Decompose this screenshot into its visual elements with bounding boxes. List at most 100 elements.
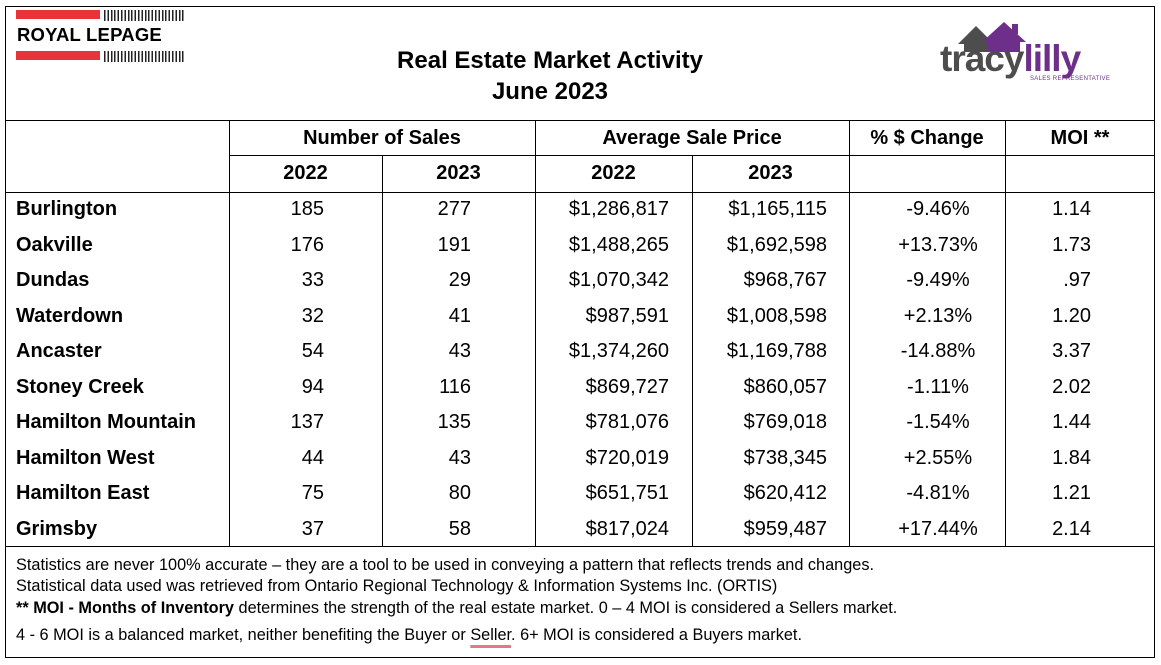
- sales-2023-value: 43: [448, 447, 471, 469]
- report-period: June 2023: [491, 78, 609, 105]
- price-2023-value: $959,487: [743, 518, 827, 540]
- price-2023-value: $968,767: [743, 269, 827, 291]
- header-moi: MOI **: [1050, 127, 1110, 149]
- logo-barcode-bottom: [104, 51, 184, 62]
- moi-value: 1.44: [1052, 411, 1091, 433]
- header-price-year-2022: 2022: [591, 162, 636, 184]
- moi-value: 1.20: [1052, 305, 1091, 327]
- header-percent-change: % $ Change: [870, 127, 984, 149]
- footer-note-accuracy: Statistics are never 100% accurate – the…: [16, 556, 874, 574]
- grid-line: [382, 155, 383, 546]
- sales-2022-value: 176: [290, 234, 324, 256]
- price-2022-value: $651,751: [585, 482, 669, 504]
- sales-2022-value: 137: [290, 411, 324, 433]
- moi-value: 1.84: [1052, 447, 1091, 469]
- moi-value: 1.21: [1052, 482, 1091, 504]
- grid-line: [692, 155, 693, 546]
- grid-line: [535, 120, 536, 546]
- logo-barcode-top: [104, 10, 184, 21]
- moi-value: 1.14: [1052, 198, 1091, 220]
- price-2022-value: $817,024: [585, 518, 669, 540]
- balanced-text-seller: Seller: [470, 626, 512, 644]
- report-sheet: [5, 6, 1155, 658]
- percent-change-value: +2.55%: [903, 447, 973, 469]
- grid-line: [229, 120, 230, 546]
- sales-2023-value: 43: [448, 340, 471, 362]
- moi-value: 1.73: [1052, 234, 1091, 256]
- header-sales-year-2023: 2023: [436, 162, 481, 184]
- sales-2022-value: 185: [290, 198, 324, 220]
- percent-change-value: -1.54%: [906, 411, 970, 433]
- city-name: Oakville: [16, 234, 93, 256]
- tracylilly-wordmark: tracylilly: [940, 38, 1081, 79]
- city-name: Grimsby: [16, 518, 98, 540]
- city-name: Hamilton East: [16, 482, 150, 504]
- moi-value: 3.37: [1052, 340, 1091, 362]
- city-name: Hamilton Mountain: [16, 411, 196, 433]
- sales-2022-value: 32: [301, 305, 324, 327]
- price-2023-value: $860,057: [743, 376, 827, 398]
- sales-2023-value: 80: [448, 482, 471, 504]
- sales-2022-value: 33: [301, 269, 324, 291]
- footer-note-balanced: 4 - 6 MOI is a balanced market, neither …: [16, 626, 802, 645]
- city-name: Burlington: [16, 198, 118, 220]
- price-2022-value: $1,488,265: [568, 234, 669, 256]
- percent-change-value: +13.73%: [898, 234, 978, 256]
- percent-change-value: -9.46%: [906, 198, 970, 220]
- percent-change-value: +2.13%: [903, 305, 973, 327]
- header-price-year-2023: 2023: [748, 162, 793, 184]
- percent-change-value: -14.88%: [900, 340, 976, 362]
- sales-2022-value: 37: [301, 518, 324, 540]
- sales-2023-value: 58: [448, 518, 471, 540]
- price-2022-value: $869,727: [585, 376, 669, 398]
- sales-2023-value: 135: [437, 411, 471, 433]
- percent-change-value: -4.81%: [906, 482, 970, 504]
- moi-value: 2.02: [1052, 376, 1091, 398]
- grid-line: [5, 546, 1155, 547]
- balanced-text-a: 4 - 6 MOI is a balanced market, neither …: [16, 626, 471, 644]
- sales-2022-value: 75: [301, 482, 324, 504]
- sales-2023-value: 277: [437, 198, 471, 220]
- price-2023-value: $620,412: [743, 482, 827, 504]
- percent-change-value: -9.49%: [906, 269, 970, 291]
- price-2023-value: $1,165,115: [728, 198, 827, 220]
- price-2023-value: $1,692,598: [726, 234, 827, 256]
- royal-lepage-logo: ROYAL LEPAGE: [16, 10, 191, 70]
- house-roof-icon: [958, 22, 1026, 52]
- tracylilly-logo: tracylilly SALES REPRESENTATIVE: [930, 18, 1115, 88]
- grid-line: [5, 192, 1155, 193]
- price-2022-value: $1,286,817: [568, 198, 669, 220]
- sales-2023-value: 116: [439, 376, 471, 398]
- header-number-of-sales: Number of Sales: [303, 127, 461, 149]
- moi-definition-label: ** MOI - Months of Inventory: [16, 599, 234, 617]
- sales-2022-value: 94: [301, 376, 324, 398]
- grid-line: [1005, 120, 1006, 546]
- moi-value: 2.14: [1052, 518, 1091, 540]
- footer-note-moi: ** MOI - Months of Inventory determines …: [16, 599, 897, 618]
- sales-2023-value: 29: [448, 269, 471, 291]
- tracylilly-subtitle: SALES REPRESENTATIVE: [1030, 76, 1111, 82]
- grid-line: [5, 120, 1155, 121]
- sales-2023-value: 191: [437, 234, 471, 256]
- report-title: Real Estate Market Activity: [397, 47, 703, 74]
- city-name: Stoney Creek: [16, 376, 144, 398]
- percent-change-value: +17.44%: [898, 518, 978, 540]
- sales-2022-value: 44: [301, 447, 324, 469]
- moi-definition-text: determines the strength of the real esta…: [233, 599, 898, 617]
- price-2022-value: $781,076: [585, 411, 669, 433]
- header-sales-year-2022: 2022: [283, 162, 328, 184]
- balanced-text-c: . 6+ MOI is considered a Buyers market.: [511, 626, 802, 644]
- city-name: Hamilton West: [16, 447, 155, 469]
- sales-2023-value: 41: [448, 305, 471, 327]
- price-2023-value: $1,008,598: [726, 305, 827, 327]
- header-average-sale-price: Average Sale Price: [602, 127, 782, 149]
- royal-lepage-wordmark: ROYAL LEPAGE: [17, 24, 162, 45]
- city-name: Waterdown: [16, 305, 124, 327]
- logo-red-bar-bottom: [16, 51, 100, 60]
- price-2022-value: $1,374,260: [568, 340, 669, 362]
- city-name: Dundas: [16, 269, 90, 291]
- price-2022-value: $1,070,342: [568, 269, 669, 291]
- moi-value: .97: [1063, 269, 1091, 291]
- logo-red-bar-top: [16, 10, 100, 19]
- price-2023-value: $738,345: [743, 447, 827, 469]
